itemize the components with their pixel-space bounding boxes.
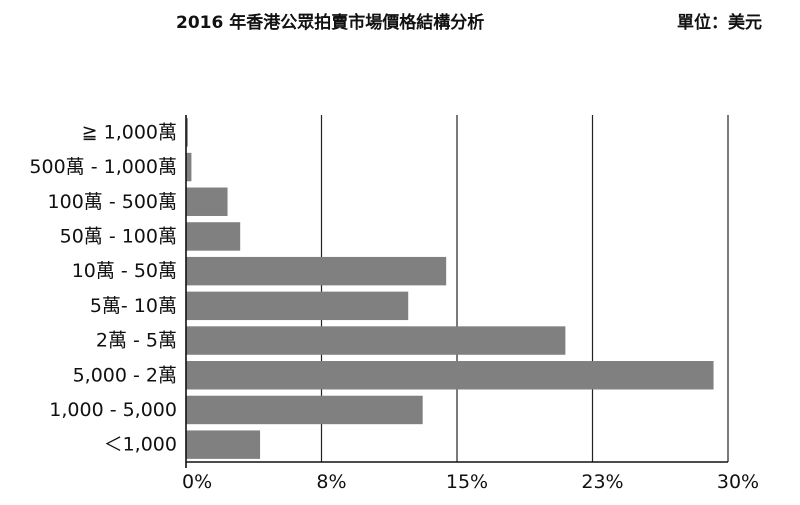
category-label: 1,000 - 5,000 bbox=[49, 399, 177, 421]
category-label: 10萬 - 50萬 bbox=[72, 260, 177, 282]
category-label: 500萬 - 1,000萬 bbox=[29, 156, 177, 178]
category-label: ≧ 1,000萬 bbox=[82, 121, 177, 143]
category-label: ＜1,000 bbox=[104, 434, 177, 456]
x-tick-label: 30% bbox=[717, 471, 759, 493]
axes bbox=[185, 115, 728, 468]
bar bbox=[186, 361, 714, 390]
bar bbox=[186, 222, 241, 251]
chart-unit: 單位：美元 bbox=[677, 13, 762, 33]
x-tick-label: 0% bbox=[182, 471, 212, 493]
category-label: 100萬 - 500萬 bbox=[48, 191, 177, 213]
category-label: 5,000 - 2萬 bbox=[73, 364, 177, 386]
bar bbox=[186, 152, 192, 182]
bar bbox=[186, 291, 409, 321]
bar bbox=[186, 118, 188, 147]
x-tick-label: 23% bbox=[581, 471, 623, 493]
category-label: 2萬 - 5萬 bbox=[96, 330, 177, 352]
bar bbox=[186, 187, 228, 216]
bar bbox=[186, 430, 261, 459]
x-tick-label: 8% bbox=[316, 471, 346, 493]
chart-title: 2016 年香港公眾拍賣市場價格結構分析 bbox=[176, 13, 485, 33]
category-labels: ≧ 1,000萬 500萬 - 1,000萬 100萬 - 500萬 50萬 - 10… bbox=[29, 121, 177, 455]
x-tick-label: 15% bbox=[446, 471, 488, 493]
bar bbox=[186, 326, 566, 355]
tick-labels: 0% 8% 15% 23% 30% bbox=[182, 471, 759, 493]
bars bbox=[186, 118, 714, 459]
category-label: 5萬- 10萬 bbox=[90, 295, 177, 317]
bar bbox=[186, 256, 447, 286]
bar bbox=[186, 395, 423, 425]
category-label: 50萬 - 100萬 bbox=[60, 225, 177, 247]
